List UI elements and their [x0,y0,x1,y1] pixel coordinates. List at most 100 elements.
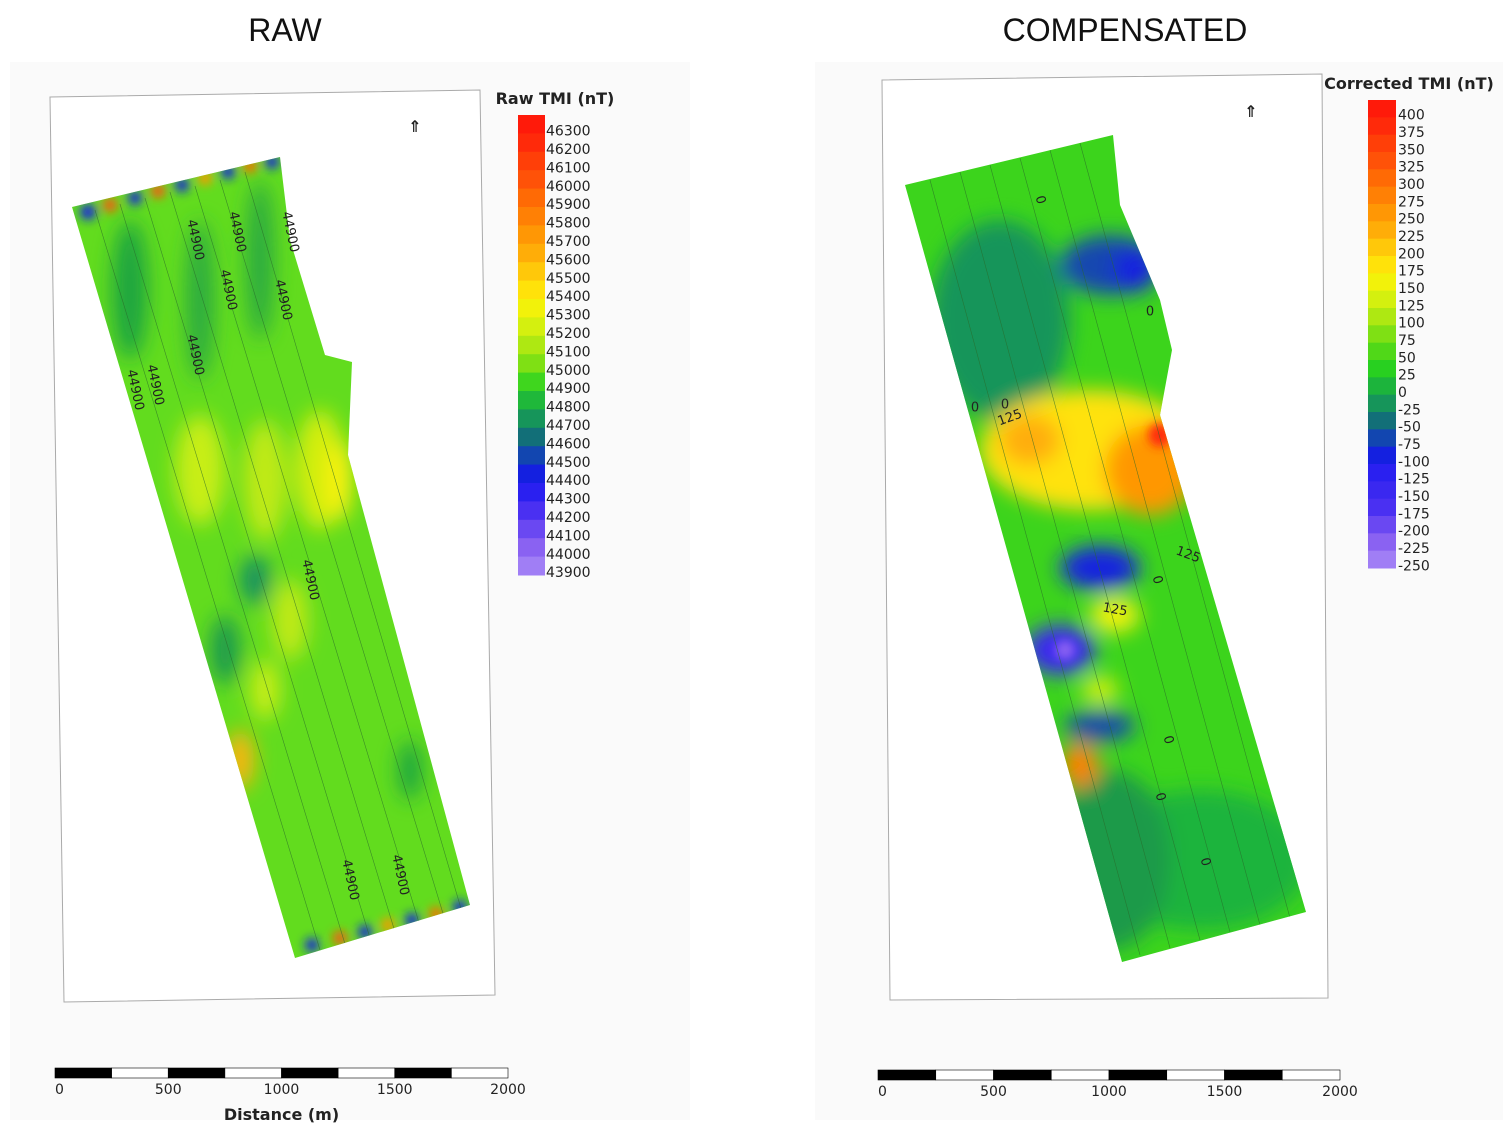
panel-title: RAW [248,12,322,48]
scale-bar-segment [281,1067,339,1079]
legend-label: -175 [1398,506,1430,522]
legend-label: 44100 [546,528,591,544]
legend-swatch [518,317,545,337]
legend-label: 45400 [546,289,591,305]
contour-label: 0 [1152,791,1169,803]
scale-bar-label: 1500 [377,1082,413,1098]
legend-label: 46300 [546,124,591,140]
legend-swatch [1368,238,1396,257]
legend-swatch [518,501,545,521]
legend-label: -125 [1398,472,1430,488]
legend-label: 44300 [546,492,591,508]
legend-swatch [1368,464,1396,482]
legend-swatch [518,170,545,190]
legend-swatch [1368,186,1396,205]
legend-swatch [1368,134,1396,153]
legend-label: 45700 [546,234,591,250]
scale-bar-segment [167,1067,226,1079]
legend-swatch [1368,446,1396,465]
legend-label: 46200 [546,142,591,158]
legend-label: 125 [1398,298,1425,314]
contour-label: 0 [1001,398,1009,413]
scale-bar-label: 1500 [1207,1084,1243,1100]
legend-swatch [518,335,545,355]
legend-label: 100 [1398,316,1425,332]
legend-label: -225 [1398,541,1430,557]
legend-swatch [518,299,545,318]
legend-label: 225 [1398,229,1425,245]
legend-label: 44700 [546,418,591,434]
legend-label: 44400 [546,473,591,489]
legend-label: 75 [1398,333,1416,349]
legend-swatch [518,556,545,576]
legend-label: 45100 [546,344,591,360]
legend-title: Raw TMI (nT) [496,89,615,108]
legend-swatch [518,483,545,502]
legend-label: 0 [1398,385,1407,401]
legend-label: 300 [1398,177,1425,193]
legend-label: 45000 [546,363,591,379]
legend-label: 45600 [546,252,591,268]
legend-swatch [1368,221,1396,240]
scale-bar-segment [1050,1069,1110,1081]
legend-title: Corrected TMI (nT) [1324,74,1494,93]
legend-swatch [518,207,545,226]
scale-bar-segment [1281,1069,1341,1081]
legend-label: 45500 [546,271,591,287]
legend-label: 44000 [546,547,591,563]
scale-bar-segment [1108,1069,1168,1081]
scale-bar-segment [224,1067,282,1079]
legend-swatch [518,372,545,392]
north-arrow: ⇑ [408,117,421,136]
legend-swatch [1368,498,1396,517]
legend-label: -75 [1398,437,1421,453]
legend-label: 150 [1398,281,1425,297]
scale-bar-label: 1000 [264,1082,300,1098]
legend-label: 325 [1398,160,1425,176]
legend-swatch [518,519,545,539]
scale-bar-segment [935,1069,994,1081]
legend-swatch [518,538,545,558]
scale-bar-segment [1224,1069,1283,1081]
legend-label: 44200 [546,510,591,526]
legend-swatch [518,188,545,208]
legend-swatch [1368,100,1396,118]
contour-label: 125 [1101,600,1128,619]
legend-swatch [518,446,545,466]
legend-label: 44500 [546,455,591,471]
legend-swatch [518,225,545,245]
legend-label: -200 [1398,524,1430,540]
legend-label: 50 [1398,350,1416,366]
legend-label: 25 [1398,368,1416,384]
scale-bar-segment [111,1067,169,1079]
scale-bar-segment [337,1067,396,1079]
legend-label: -250 [1398,558,1430,574]
legend-swatch [1368,533,1396,552]
scale-bar-segment [54,1067,112,1079]
legend-label: 45300 [546,308,591,324]
contour-label: 0 [1146,305,1154,320]
legend-swatch [1368,169,1396,188]
legend-swatch [518,354,545,374]
scale-bar-segment [877,1069,937,1081]
scale-bar-label: 1000 [1091,1084,1127,1100]
scale-bar-label: 500 [155,1082,182,1098]
legend-swatch [1368,204,1396,222]
legend-swatch [1368,117,1396,136]
legend-swatch [518,115,545,134]
legend-label: 45800 [546,216,591,232]
legend-label: -50 [1398,420,1421,436]
legend-swatch [1368,394,1396,413]
legend-swatch [1368,273,1396,292]
legend-swatch [1368,516,1396,534]
legend-swatch [518,133,545,153]
scale-bar-label: 0 [55,1082,64,1098]
legend-label: 375 [1398,125,1425,141]
legend-swatch [518,409,545,429]
scale-bar-axis-label: Distance (m) [224,1105,339,1124]
legend-swatch [518,280,545,300]
contour-label: 0 [1032,194,1049,206]
legend-swatch [1368,308,1396,326]
legend-swatch [1368,342,1396,361]
